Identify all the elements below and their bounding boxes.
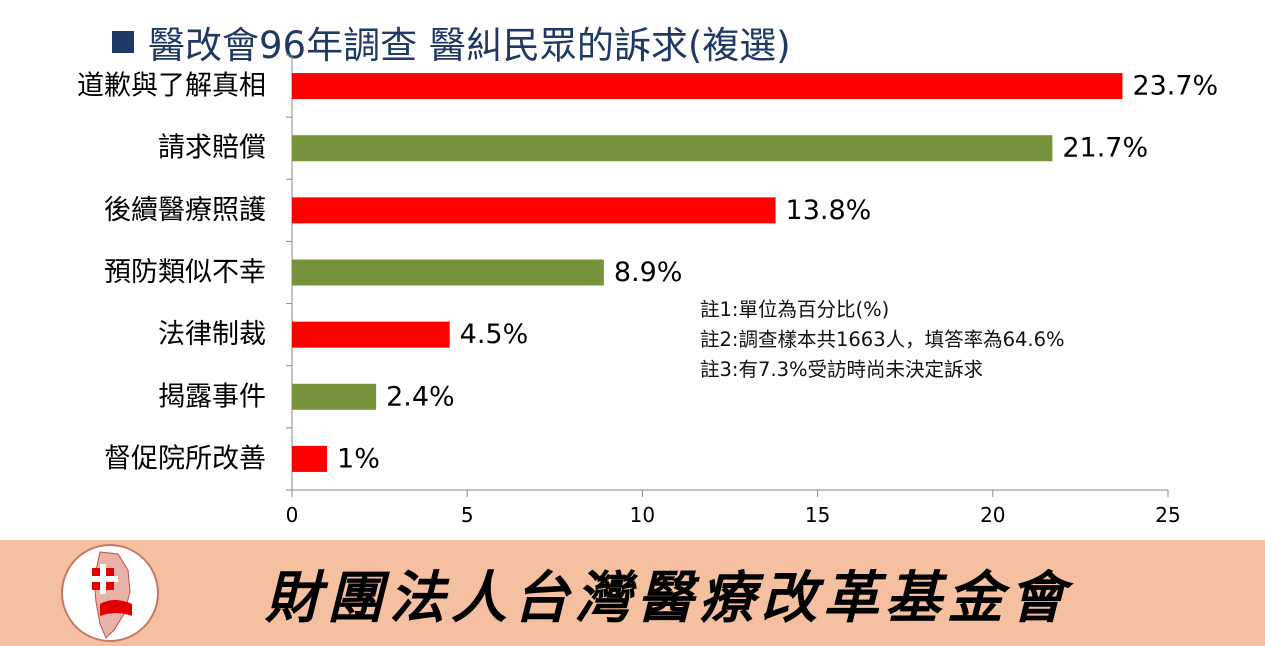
category-label: 道歉與了解真相 bbox=[77, 71, 266, 102]
data-label: 21.7% bbox=[1062, 133, 1148, 164]
foundation-logo-icon bbox=[61, 544, 159, 642]
x-tick-label: 25 bbox=[1155, 503, 1180, 527]
footer-banner: 財團法人台灣醫療改革基金會 bbox=[0, 540, 1265, 646]
category-label: 後續醫療照護 bbox=[104, 195, 266, 226]
category-label: 揭露事件 bbox=[158, 381, 266, 412]
data-label: 8.9% bbox=[614, 257, 683, 288]
foundation-name: 財團法人台灣醫療改革基金會 bbox=[265, 564, 1071, 631]
bar bbox=[292, 445, 328, 472]
title-bullet-icon bbox=[112, 31, 134, 53]
chart-notes: 註1:單位為百分比(%) 註2:調查樣本共1663人，填答率為64.6% 註3:… bbox=[700, 295, 1065, 385]
bar bbox=[292, 135, 1053, 162]
category-label: 法律制裁 bbox=[158, 319, 266, 350]
bar bbox=[292, 321, 450, 348]
bar bbox=[292, 383, 377, 410]
bar bbox=[292, 73, 1123, 100]
category-label: 預防類似不幸 bbox=[104, 257, 266, 288]
data-label: 4.5% bbox=[460, 319, 529, 350]
data-label: 13.8% bbox=[786, 195, 872, 226]
data-label: 1% bbox=[337, 443, 380, 474]
data-label: 2.4% bbox=[386, 381, 455, 412]
x-tick-label: 10 bbox=[630, 503, 655, 527]
note-2: 註2:調查樣本共1663人，填答率為64.6% bbox=[700, 328, 1065, 351]
category-label: 請求賠償 bbox=[158, 133, 266, 164]
title-text: 醫改會96年調查 醫糾民眾的訴求(複選) bbox=[148, 24, 791, 67]
note-1: 註1:單位為百分比(%) bbox=[700, 298, 890, 321]
x-tick-label: 5 bbox=[461, 503, 474, 527]
x-tick-label: 0 bbox=[286, 503, 299, 527]
category-label: 督促院所改善 bbox=[104, 443, 266, 474]
x-tick-label: 15 bbox=[805, 503, 830, 527]
data-label: 23.7% bbox=[1132, 71, 1218, 102]
bar-chart: 道歉與了解真相 23.7% 請求賠償 21.7% 後續醫療照護 13.8% 預防類似不幸 8.… bbox=[77, 54, 1218, 527]
x-tick-label: 20 bbox=[980, 503, 1005, 527]
note-3: 註3:有7.3%受訪時尚未決定訴求 bbox=[700, 358, 984, 381]
slide-title: 醫改會96年調查 醫糾民眾的訴求(複選) bbox=[112, 14, 791, 70]
bar bbox=[292, 259, 604, 286]
bar bbox=[292, 197, 776, 224]
